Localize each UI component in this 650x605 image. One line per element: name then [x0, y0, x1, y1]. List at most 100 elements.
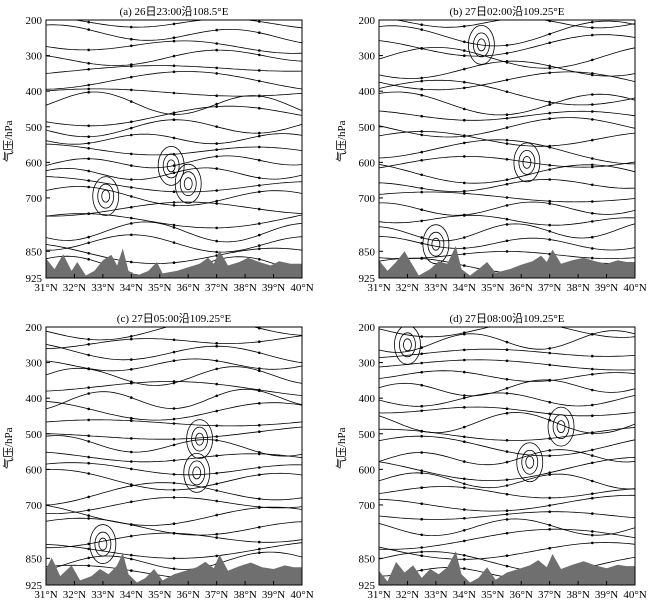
streamline-arrow	[420, 533, 424, 537]
streamline-arrow	[548, 496, 551, 500]
streamline-arrow	[505, 126, 509, 129]
streamline-arrow	[463, 107, 466, 111]
streamline-arrow	[420, 236, 424, 239]
streamline-arrow	[172, 91, 176, 95]
streamline-arrow	[130, 88, 133, 92]
streamline-arrow	[87, 472, 90, 475]
vortex-ring	[521, 449, 539, 475]
x-tick-label: 39°N	[262, 589, 285, 601]
streamline-arrow	[548, 378, 551, 382]
y-tick-label: 300	[26, 358, 43, 370]
streamline-arrow	[258, 131, 261, 135]
streamline-arrow	[591, 247, 594, 250]
streamline-arrow	[591, 58, 594, 62]
streamline-arrow	[172, 557, 176, 560]
panel-title: (b) 27日02:00沿109.25°E	[449, 5, 564, 18]
streamline-arrow	[87, 235, 90, 239]
streamline-arrow	[463, 141, 466, 145]
x-tick-label: 35°N	[148, 589, 171, 601]
x-tick-label: 37°N	[205, 282, 228, 294]
streamline-arrow	[130, 381, 133, 385]
streamline-arrow	[548, 223, 551, 227]
streamline-arrow	[130, 460, 133, 463]
streamline-arrow	[258, 540, 261, 544]
streamline-arrow	[505, 460, 509, 464]
streamline	[46, 40, 302, 54]
streamline-arrow	[463, 214, 466, 217]
streamline-arrow	[463, 482, 466, 486]
streamline-arrow	[463, 460, 466, 463]
streamline-arrow	[505, 60, 509, 63]
streamline-arrow	[215, 226, 218, 230]
streamline-arrow	[172, 531, 176, 535]
streamline-arrow	[172, 36, 176, 39]
streamline	[379, 486, 635, 499]
streamline-arrow	[463, 134, 466, 137]
panel-b: (b) 27日02:00沿109.25°E 200 300 400 500 600 700 8…	[334, 5, 647, 294]
streamline-arrow	[548, 117, 551, 120]
streamline-arrow	[505, 340, 509, 344]
y-tick-label: 925	[359, 273, 376, 285]
plot-frame	[378, 326, 636, 586]
streamline-arrow	[505, 239, 509, 243]
x-tick-label: 33°N	[424, 589, 447, 601]
vortex-ring	[476, 38, 486, 52]
streamline-arrow	[172, 473, 176, 476]
streamline-arrow	[463, 508, 466, 511]
streamline-arrow	[505, 378, 509, 381]
vortex-ring	[157, 146, 185, 186]
streamline-arrow	[215, 536, 218, 539]
streamline-arrow	[215, 142, 218, 145]
x-tick-label: 36°N	[177, 589, 200, 601]
y-tick-label: 600	[26, 464, 43, 476]
streamline-arrow	[258, 525, 261, 529]
streamline-arrow	[215, 202, 218, 205]
streamline-arrow	[87, 169, 90, 173]
streamline-arrow	[215, 435, 218, 438]
x-tick-label: 38°N	[566, 282, 589, 294]
vortex-ring	[399, 332, 416, 358]
streamline-arrow	[87, 157, 90, 160]
streamline-arrow	[420, 434, 424, 438]
streamline-arrow	[505, 178, 509, 181]
streamline-arrow	[215, 499, 218, 503]
streamline-arrow	[505, 359, 509, 363]
streamline-arrow	[215, 513, 218, 517]
streamline-arrow	[591, 72, 594, 75]
streamline-arrow	[87, 241, 90, 245]
streamline-arrow	[420, 335, 424, 338]
vortex-ring	[183, 453, 211, 493]
streamline	[46, 388, 302, 410]
x-tick-label: 37°N	[538, 589, 561, 601]
streamline-arrow	[420, 370, 424, 374]
streamline-arrow	[258, 327, 261, 330]
streamline-arrow	[87, 338, 90, 341]
streamline-arrow	[130, 216, 133, 220]
streamline-arrow	[463, 425, 466, 429]
streamline-arrow	[505, 509, 509, 512]
x-tick-label: 34°N	[120, 589, 143, 601]
vortex-ring	[556, 420, 566, 434]
streamline-arrow	[87, 367, 90, 371]
streamline	[46, 469, 302, 491]
streamline-arrow	[172, 380, 176, 383]
streamline-arrow	[548, 20, 551, 23]
streamline-arrow	[548, 199, 551, 203]
streamline-arrow	[130, 205, 133, 209]
streamline-arrow	[87, 28, 90, 31]
streamline-arrow	[591, 388, 594, 392]
streamline-arrow	[172, 481, 176, 485]
streamline-arrow	[463, 264, 466, 267]
streamline-arrow	[130, 37, 133, 41]
streamline-arrow	[591, 373, 594, 376]
streamline-arrow	[215, 148, 218, 151]
y-tick-label: 200	[359, 15, 376, 27]
streamline-arrow	[130, 523, 133, 527]
x-tick-label: 40°N	[623, 282, 646, 294]
streamline	[394, 20, 635, 29]
streamline-arrow	[258, 466, 261, 469]
x-tick-label: 34°N	[453, 282, 476, 294]
streamline-arrow	[87, 62, 90, 65]
vortex-ring	[422, 224, 450, 265]
